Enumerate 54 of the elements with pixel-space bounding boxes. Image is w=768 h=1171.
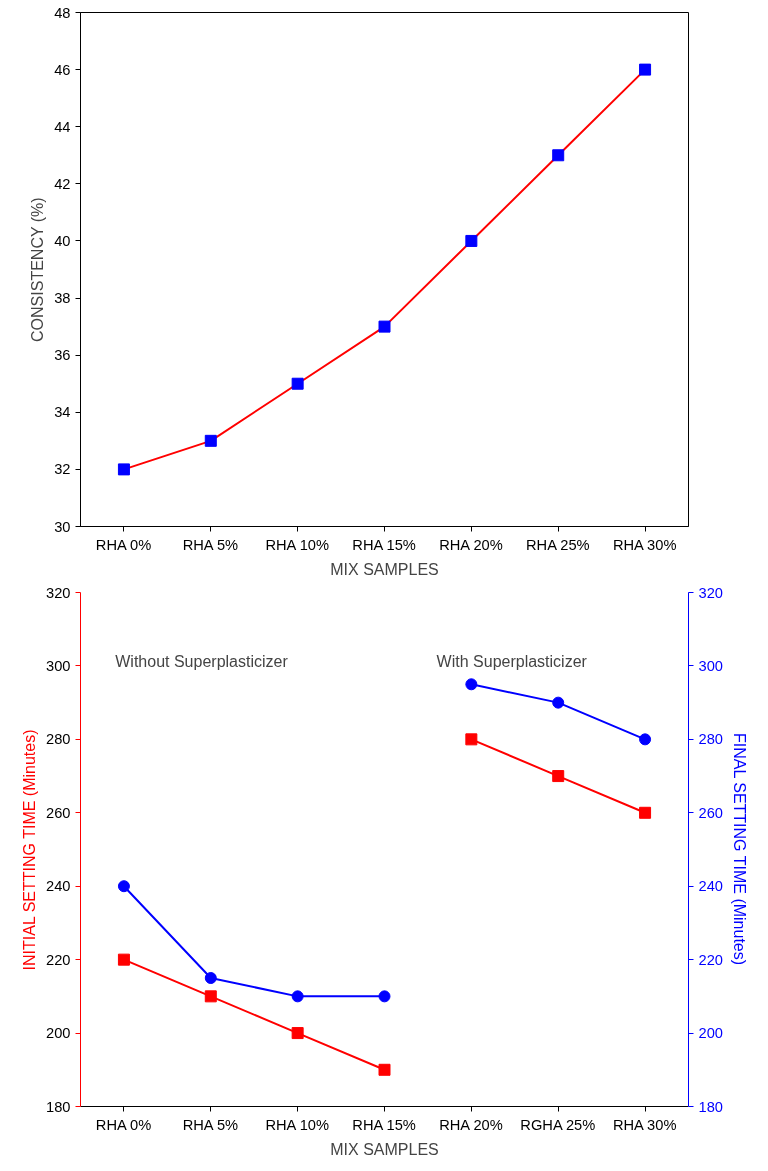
x-tick-label: RHA 30% [612,536,677,553]
x-tick-label: RHA 0% [95,536,152,553]
y-axis-title: INITIAL SETTING TIME (Minutes) [21,729,39,971]
y-tick-label: 40 [54,232,71,249]
y2-tick-label: 320 [698,584,723,601]
x-axis-title: MIX SAMPLES [330,1140,439,1158]
point [378,320,391,333]
point [117,463,130,476]
y-tick-label: 34 [54,404,71,421]
y2-tick-label: 180 [698,1098,723,1115]
y-tick-label: 260 [46,804,71,821]
point [639,63,652,76]
y-tick-label: 44 [54,118,71,135]
x-tick-label: RHA 5% [182,1116,239,1133]
x-axis-title: MIX SAMPLES [330,560,439,578]
y-tick-label: 240 [46,878,71,895]
y-tick-label: 32 [54,461,71,478]
point [465,234,478,247]
y2-tick-label: 220 [698,951,723,968]
y-tick-label: 300 [46,657,71,674]
x-tick-label: RHA 0% [95,1116,152,1133]
x-tick-label: RHA 10% [265,536,330,553]
x-tick-label: RHA 20% [439,536,503,553]
y-tick-label: 280 [46,731,71,748]
x-tick-label: RHA 15% [352,536,416,553]
y2-tick-label: 300 [698,657,723,674]
x-tick-label: RGHA 25% [520,1116,596,1133]
point [552,149,565,162]
y2-tick-label: 200 [698,1025,723,1042]
y-tick-label: 200 [46,1025,71,1042]
x-tick-label: RHA 30% [612,1116,677,1133]
y2-tick-label: 280 [698,731,723,748]
y-tick-label: 42 [54,175,71,192]
point [291,377,304,390]
y-tick-label: 220 [46,951,71,968]
y-tick-label: 320 [46,584,71,601]
x-tick-label: RHA 5% [182,536,239,553]
x-tick-label: RHA 25% [526,536,590,553]
y2-tick-label: 240 [698,878,723,895]
y-tick-label: 38 [54,290,71,307]
x-tick-label: RHA 10% [265,1116,330,1133]
y2-axis-title: FINAL SETTING TIME (Minutes) [730,733,748,966]
y-tick-label: 30 [54,518,71,535]
y-tick-label: 48 [54,4,71,21]
y-tick-label: 36 [54,347,71,364]
y-axis-title: CONSISTENCY (%) [29,197,47,342]
x-tick-label: RHA 15% [352,1116,416,1133]
annotation: Without Superplasticizer [115,652,289,670]
y2-tick-label: 260 [698,804,723,821]
y-tick-label: 46 [54,61,71,78]
point [204,434,217,447]
x-tick-label: RHA 20% [439,1116,503,1133]
y-tick-label: 180 [46,1098,71,1115]
annotation: With Superplasticizer [436,652,588,670]
